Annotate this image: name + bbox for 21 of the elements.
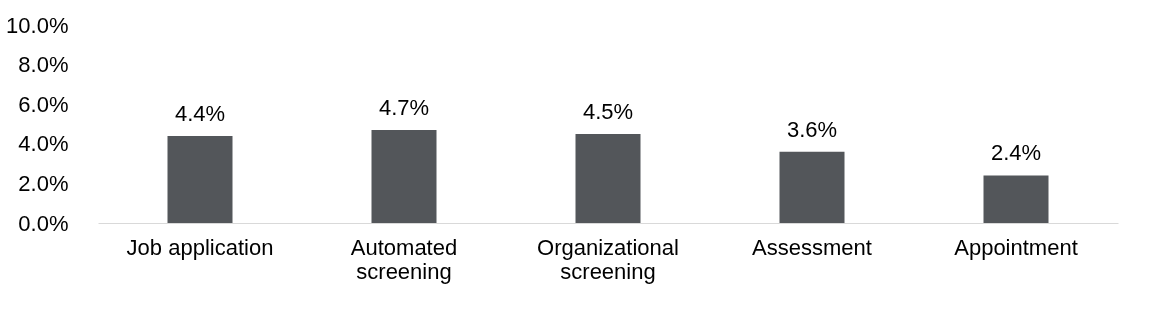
y-tick-label: 0.0% [18,210,69,236]
y-tick-label: 2.0% [18,170,69,196]
x-tick-label: Job application [126,234,274,260]
y-tick-label: 10.0% [6,12,69,38]
bar [575,133,641,223]
data-label: 4.5% [582,98,634,124]
bar [167,135,233,223]
x-tick-label: Assessment [752,234,872,260]
x-tick-label: Automated screening [350,234,458,284]
bar [779,151,845,223]
y-tick-label: 6.0% [18,91,69,117]
data-label: 2.4% [990,140,1042,166]
y-tick-label: 8.0% [18,52,69,78]
data-label: 4.4% [174,100,226,126]
bar [371,129,437,223]
x-tick-label: Appointment [954,234,1078,260]
bar [983,175,1049,223]
x-tick-label: Organizational screening [537,234,679,284]
data-label: 3.6% [786,116,838,142]
y-tick-label: 4.0% [18,131,69,157]
data-label: 4.7% [378,94,430,120]
